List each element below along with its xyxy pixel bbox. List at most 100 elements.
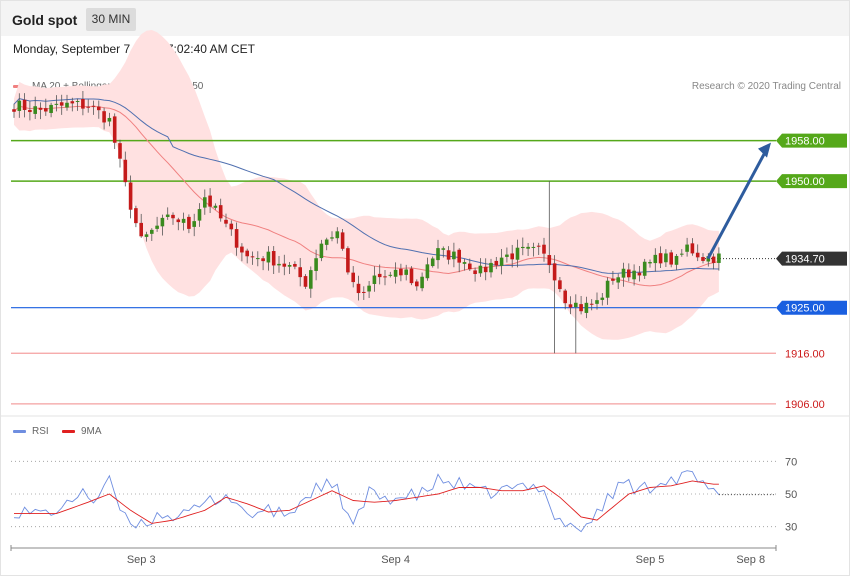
timeframe-button[interactable]: 30 MIN — [86, 8, 136, 31]
candle-up — [420, 276, 424, 289]
x-tick-label-0: Sep 3 — [127, 554, 156, 566]
candle-down — [59, 102, 64, 106]
candle-down — [611, 278, 615, 281]
chart-header: Gold spot 30 MIN — [1, 1, 849, 36]
candle-down — [568, 304, 573, 308]
candle-up — [489, 262, 493, 273]
candle-down — [261, 258, 265, 262]
candle-up — [680, 253, 684, 255]
candle-down — [542, 244, 546, 254]
candle-up — [685, 244, 689, 252]
candle-down — [627, 269, 631, 278]
candle-down — [218, 205, 223, 219]
candle-up — [505, 254, 509, 257]
candle-up — [521, 246, 525, 249]
candle-up — [65, 102, 69, 108]
candle-up — [388, 274, 393, 276]
x-tick-label-3: Sep 8 — [736, 554, 765, 566]
candle-down — [293, 263, 297, 267]
candle-up — [600, 297, 605, 300]
candle-down — [536, 245, 541, 247]
candle-up — [642, 261, 647, 276]
candle-up — [33, 106, 37, 114]
candle-down — [28, 109, 32, 113]
candle-down — [377, 273, 382, 278]
candle-up — [335, 231, 340, 239]
forecast-arrow-head — [758, 142, 771, 158]
candle-down — [91, 105, 96, 107]
rsi-ma-swatch — [62, 429, 75, 433]
candle-down — [234, 229, 239, 248]
candle-up — [706, 256, 711, 262]
rsi-line — [13, 470, 720, 533]
credit-text: Research © 2020 Trading Central — [691, 81, 841, 92]
level-labels-layer: 1958.00 1950.00 1934.70 1925.00 1916.00 1906.… — [776, 133, 847, 411]
candle-down — [510, 253, 514, 260]
candle-down — [12, 109, 16, 112]
candle-up — [54, 103, 59, 105]
candle-down — [351, 272, 355, 283]
candle-down — [457, 249, 461, 263]
candle-up — [165, 214, 170, 217]
candle-up — [266, 251, 271, 263]
candle-down — [415, 281, 419, 287]
candle-up — [531, 246, 536, 248]
bollinger-band-layer — [14, 30, 719, 340]
candle-up — [155, 225, 159, 229]
rsi-level-label-70: 70 — [785, 456, 797, 468]
legend-label-rsi: RSI — [32, 426, 49, 437]
candle-up — [150, 229, 154, 234]
candle-down — [22, 99, 27, 110]
candle-up — [441, 248, 446, 250]
candle-down — [123, 159, 128, 183]
candle-down — [38, 107, 43, 110]
candle-up — [674, 255, 679, 265]
candle-up — [324, 239, 329, 245]
candle-up — [287, 265, 292, 267]
legend-item-rsi-ma: 9MA — [62, 426, 102, 437]
ma20-line — [13, 105, 720, 287]
candle-down — [44, 108, 48, 112]
rsi-swatch — [13, 429, 26, 433]
candle-down — [494, 260, 499, 266]
candle-down — [701, 257, 705, 261]
candle-up — [160, 217, 165, 227]
candle-up — [372, 275, 377, 284]
candle-up — [144, 234, 149, 237]
candle-down — [176, 219, 181, 223]
candle-down — [282, 263, 287, 267]
candle-down — [669, 252, 673, 265]
candle-down — [112, 116, 117, 143]
level-label-5: 1906.00 — [785, 399, 825, 411]
candle-down — [298, 267, 302, 278]
candle-down — [589, 303, 594, 305]
candle-up — [192, 221, 196, 227]
candle-up — [213, 205, 218, 208]
candle-up — [203, 197, 207, 208]
candle-down — [118, 143, 122, 159]
level-label-4: 1916.00 — [785, 348, 825, 360]
candle-up — [648, 262, 652, 264]
candle-down — [346, 248, 350, 273]
candle-down — [97, 106, 101, 111]
moving-average-layer — [13, 98, 720, 287]
candle-up — [632, 270, 636, 280]
candle-down — [224, 219, 228, 224]
candle-down — [250, 256, 255, 258]
candle-down — [468, 263, 472, 270]
forecast-arrow-layer — [706, 142, 771, 260]
candle-down — [446, 250, 451, 260]
candle-down — [128, 182, 133, 210]
candle-down — [102, 111, 106, 123]
candle-up — [621, 268, 626, 278]
candle-up — [330, 237, 334, 239]
candle-down — [695, 252, 700, 258]
candle-down — [70, 101, 75, 104]
candle-down — [579, 304, 583, 312]
candle-down — [81, 99, 85, 109]
candle-up — [107, 117, 112, 122]
legend-item-rsi: RSI — [13, 426, 49, 437]
candle-down — [473, 270, 477, 275]
level-label-1: 1950.00 — [785, 176, 825, 188]
candle-down — [690, 243, 695, 254]
